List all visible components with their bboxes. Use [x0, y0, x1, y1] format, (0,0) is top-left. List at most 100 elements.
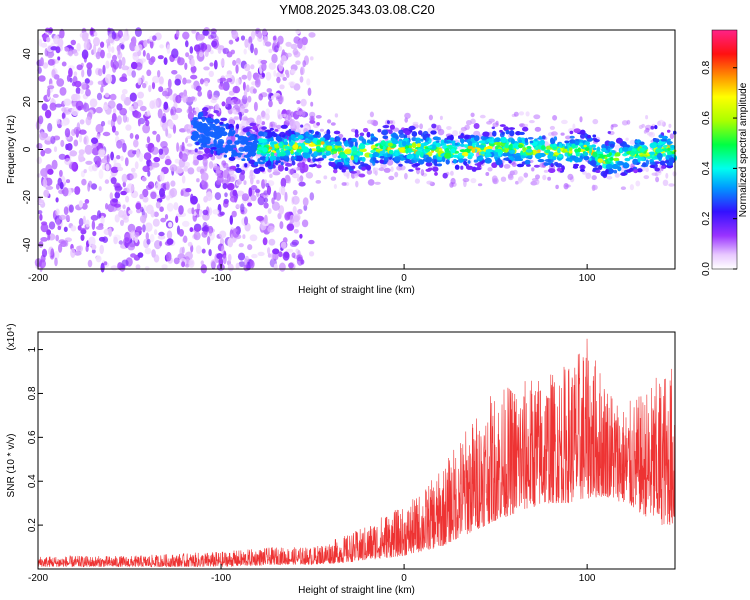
heatmap-cell — [134, 161, 139, 170]
heatmap-cell — [584, 141, 590, 146]
heatmap-cell — [121, 214, 130, 220]
heatmap-cell — [95, 225, 104, 230]
heatmap-cell — [491, 145, 496, 150]
heatmap-cell — [81, 178, 87, 186]
heatmap-cell — [213, 129, 217, 132]
heatmap-cell — [187, 167, 195, 175]
heatmap-cell — [228, 39, 234, 45]
heatmap-cell — [585, 172, 592, 179]
heatmap-cell — [228, 156, 236, 161]
heatmap-cell — [111, 31, 117, 40]
snr-y-tick-label: 1 — [27, 346, 38, 352]
heatmap-cell — [263, 197, 269, 203]
heatmap-cell — [244, 216, 248, 226]
heatmap-cell — [112, 54, 117, 62]
heatmap-cell — [629, 156, 634, 160]
heatmap-cell — [137, 118, 141, 127]
heatmap-cell — [480, 135, 488, 141]
heatmap-cell — [100, 262, 105, 273]
heatmap-cell — [503, 157, 510, 161]
heatmap-cell — [257, 31, 263, 39]
heatmap-cell — [436, 156, 443, 161]
heatmap-cell — [136, 208, 142, 214]
heatmap-cell — [625, 137, 629, 141]
heatmap-cell — [218, 83, 226, 90]
heatmap-cell — [226, 183, 233, 189]
heatmap-cell — [204, 49, 209, 57]
heatmap-cell — [273, 263, 278, 271]
heatmap-cell — [45, 185, 54, 190]
heatmap-cell — [649, 142, 657, 149]
heatmap-cell — [533, 114, 541, 120]
heatmap-cell — [134, 45, 140, 53]
heatmap-cell — [86, 67, 92, 77]
heatmap-cell — [55, 234, 59, 242]
heatmap-cell — [214, 192, 222, 201]
heatmap-cell — [569, 147, 573, 151]
heatmap-cell — [218, 127, 226, 132]
heatmap-cell — [145, 232, 149, 240]
heatmap-cell — [93, 44, 97, 54]
heatmap-cell — [273, 169, 279, 176]
heatmap-cell — [293, 215, 300, 223]
heatmap-cell — [266, 153, 270, 157]
heatmap-cell — [560, 132, 565, 136]
heatmap-cell — [336, 162, 343, 166]
heatmap-cell — [231, 210, 237, 218]
heatmap-cell — [340, 154, 348, 159]
heatmap-cell — [247, 202, 253, 207]
heatmap-cell — [333, 130, 341, 135]
heatmap-cell — [589, 160, 597, 166]
heatmap-cell — [161, 264, 168, 269]
heatmap-cell — [39, 131, 47, 141]
heatmap-cell — [266, 138, 275, 142]
heatmap-cell — [136, 99, 144, 107]
heatmap-cell — [68, 204, 74, 213]
heatmap-cell — [538, 144, 542, 150]
heatmap-cell — [214, 118, 220, 124]
heatmap-cell — [233, 98, 241, 105]
heatmap-cell — [258, 161, 266, 165]
heatmap-cell — [508, 144, 513, 150]
heatmap-cell — [190, 193, 194, 204]
heatmap-cell — [108, 227, 112, 237]
heatmap-cell — [243, 264, 250, 272]
heatmap-cell — [157, 55, 164, 60]
heatmap-cell — [146, 52, 151, 61]
heatmap-cell — [268, 48, 273, 54]
heatmap-cell — [247, 70, 252, 81]
heatmap-cell — [553, 136, 558, 141]
heatmap-cell — [629, 139, 636, 145]
heatmap-cell — [605, 169, 609, 174]
heatmap-cell — [401, 140, 407, 147]
heatmap-cell — [552, 115, 558, 121]
heatmap-cell — [92, 163, 98, 172]
heatmap-cell — [215, 169, 221, 177]
heatmap-cell — [330, 176, 337, 181]
heatmap-cell — [196, 154, 204, 161]
heatmap-cell — [505, 129, 510, 135]
heatmap-cell — [207, 114, 214, 117]
heatmap-cell — [606, 175, 613, 180]
heatmap-cell — [265, 183, 270, 188]
heatmap-cell — [296, 100, 301, 105]
heatmap-cell — [86, 62, 93, 70]
heatmap-cell — [633, 169, 638, 174]
heatmap-cell — [288, 141, 294, 147]
heatmap-cell — [275, 162, 279, 165]
snr-y-tick-label: 0.2 — [27, 518, 38, 532]
snr-x-axis-title: Height of straight line (km) — [298, 585, 415, 596]
heatmap-cell — [662, 179, 669, 186]
heatmap-cell — [453, 159, 457, 164]
heatmap-cell — [514, 155, 521, 162]
heatmap-cell — [524, 159, 531, 165]
heatmap-cell — [337, 147, 342, 152]
heatmap-cell — [74, 80, 82, 88]
heatmap-cell — [196, 127, 200, 131]
heatmap-cell — [659, 160, 666, 166]
heatmap-cell — [330, 141, 336, 145]
heatmap-cell — [660, 139, 667, 142]
heatmap-cell — [356, 170, 361, 176]
heatmap-cell — [190, 244, 194, 253]
